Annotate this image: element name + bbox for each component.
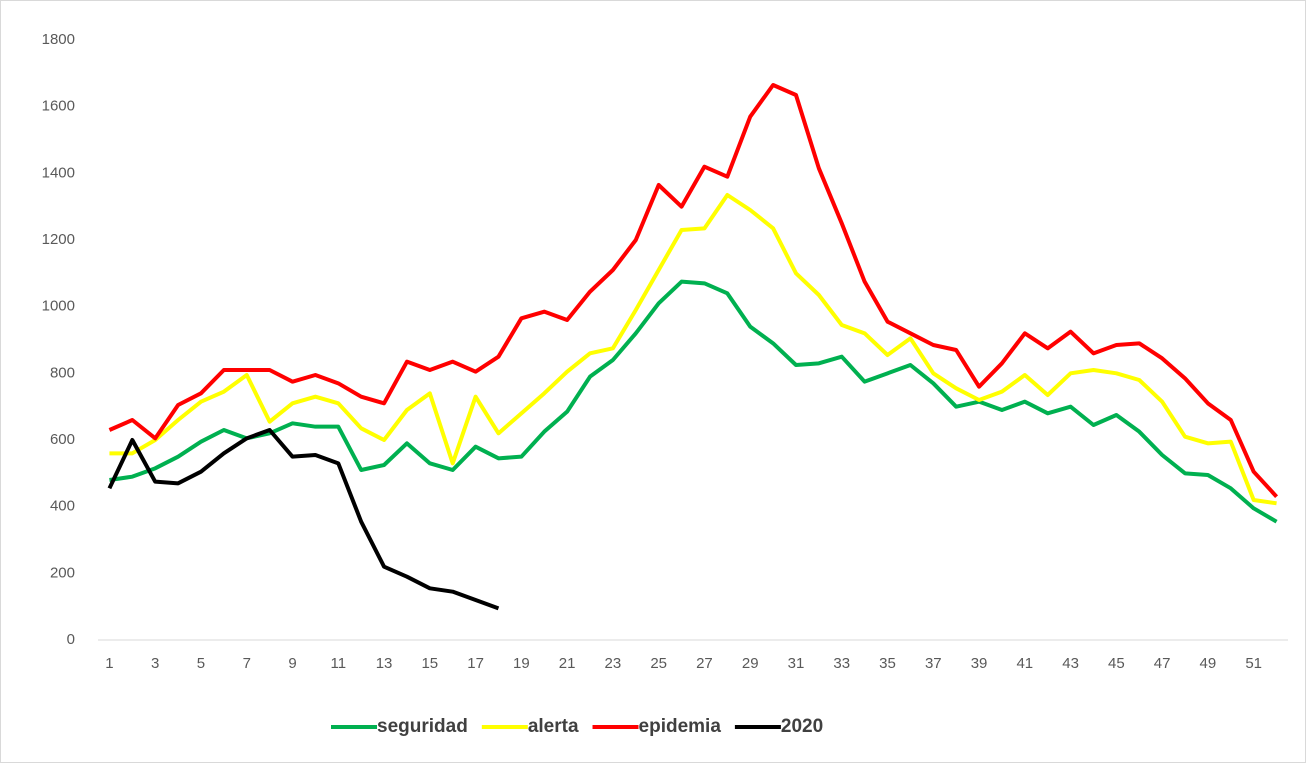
- x-tick-label: 3: [151, 655, 159, 672]
- x-tick-label: 11: [330, 655, 346, 672]
- y-tick-label: 600: [50, 431, 75, 448]
- x-tick-label: 43: [1062, 655, 1079, 672]
- x-tick-label: 35: [879, 655, 896, 672]
- series-line: [107, 428, 500, 611]
- series-line: [109, 193, 1277, 506]
- x-tick-label: 5: [197, 655, 205, 672]
- x-tick-label: 21: [559, 655, 576, 672]
- legend-label: seguridad: [377, 716, 468, 737]
- y-tick-label: 1600: [42, 98, 75, 115]
- x-tick-label: 45: [1108, 655, 1125, 672]
- x-tick-label: 27: [696, 655, 713, 672]
- x-tick-label: 15: [421, 655, 438, 672]
- y-tick-label: 200: [50, 564, 75, 581]
- x-tick-label: 17: [467, 655, 484, 672]
- y-tick-label: 1800: [42, 31, 75, 48]
- y-tick-label: 1400: [42, 164, 75, 181]
- x-tick-label: 25: [650, 655, 667, 672]
- series-line: [109, 279, 1278, 524]
- x-tick-label: 29: [742, 655, 759, 672]
- x-tick-label: 33: [833, 655, 850, 672]
- legend-label: epidemia: [639, 716, 722, 737]
- x-tick-label: 39: [971, 655, 988, 672]
- x-tick-label: 49: [1200, 655, 1217, 672]
- x-tick-label: 13: [376, 655, 393, 672]
- x-tick-label: 51: [1245, 655, 1262, 672]
- x-tick-label: 9: [288, 655, 296, 672]
- x-tick-label: 19: [513, 655, 530, 672]
- y-tick-label: 1000: [42, 298, 75, 315]
- legend-label: alerta: [528, 716, 579, 737]
- x-tick-label: 47: [1154, 655, 1171, 672]
- series-line: [108, 83, 1279, 499]
- x-tick-label: 41: [1016, 655, 1033, 672]
- x-tick-label: 23: [605, 655, 622, 672]
- x-tick-label: 31: [788, 655, 805, 672]
- x-tick-label: 7: [243, 655, 251, 672]
- y-tick-label: 1200: [42, 231, 75, 248]
- y-tick-label: 800: [50, 364, 75, 381]
- x-tick-label: 37: [925, 655, 942, 672]
- legend-label: 2020: [781, 716, 823, 737]
- x-tick-label: 1: [105, 655, 113, 672]
- y-tick-label: 0: [67, 631, 75, 648]
- y-tick-label: 400: [50, 498, 75, 515]
